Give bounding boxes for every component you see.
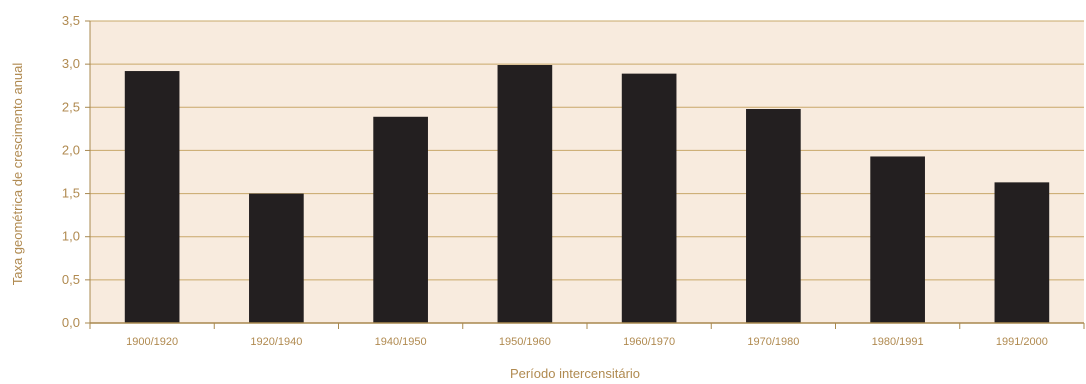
y-tick-labels: 0,0 0,5 1,0 1,5 2,0 2,5 3,0 3,5: [62, 13, 80, 330]
x-tick-label: 1920/1940: [250, 336, 302, 348]
x-tick-label: 1960/1970: [623, 336, 675, 348]
bar: [249, 193, 304, 323]
x-tick-label: 1940/1950: [375, 336, 427, 348]
axes: [89, 21, 1085, 329]
x-tick-labels: 1900/1920 1920/1940 1940/1950 1950/1960 1960…: [126, 336, 1048, 348]
x-tick-label: 1980/1991: [872, 336, 924, 348]
x-axis-title: Período intercensitário: [510, 366, 640, 381]
plot-background: [90, 21, 1084, 323]
bars: [124, 65, 1050, 324]
x-tick-label: 1970/1980: [747, 336, 799, 348]
x-tick-label: 1900/1920: [126, 336, 178, 348]
x-tick-label: 1991/2000: [996, 336, 1048, 348]
bar: [497, 65, 553, 324]
bar: [994, 182, 1050, 323]
y-tick-label: 3,0: [62, 56, 80, 71]
y-tick-label: 2,0: [62, 142, 80, 157]
y-tick-label: 2,5: [62, 99, 80, 114]
y-tick-label: 0,5: [62, 272, 80, 287]
bar: [621, 73, 677, 324]
y-tick-label: 1,0: [62, 229, 80, 244]
x-tick-label: 1950/1960: [499, 336, 551, 348]
y-axis-title: Taxa geométrica de crescimento anual: [10, 63, 25, 286]
bar: [870, 156, 925, 323]
bar: [124, 71, 180, 323]
bar: [373, 116, 428, 323]
y-tick-label: 3,5: [62, 13, 80, 28]
y-tick-label: 1,5: [62, 186, 80, 201]
y-tick-label: 0,0: [62, 315, 80, 330]
bar: [746, 109, 801, 323]
